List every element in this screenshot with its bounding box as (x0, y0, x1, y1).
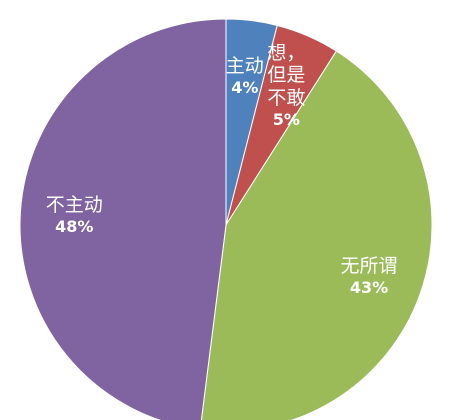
slice-label: 主动 4% (219, 55, 270, 97)
pie-slice (19, 18, 227, 420)
value-label: 43% (349, 278, 389, 298)
slice-label: 无所谓 43% (340, 255, 397, 297)
category-name: 主动 (225, 55, 264, 78)
category-name: 想，但是不敢 (267, 41, 306, 110)
category-name: 无所谓 (340, 255, 398, 278)
slice-label: 不主动 48% (46, 194, 103, 236)
value-label: 5% (272, 110, 300, 130)
pie-slice (200, 50, 433, 420)
value-label: 48% (55, 217, 94, 237)
category-name: 不主动 (45, 194, 103, 217)
slice-label: 想，但是不敢 5% (261, 42, 312, 130)
value-label: 4% (231, 77, 259, 97)
